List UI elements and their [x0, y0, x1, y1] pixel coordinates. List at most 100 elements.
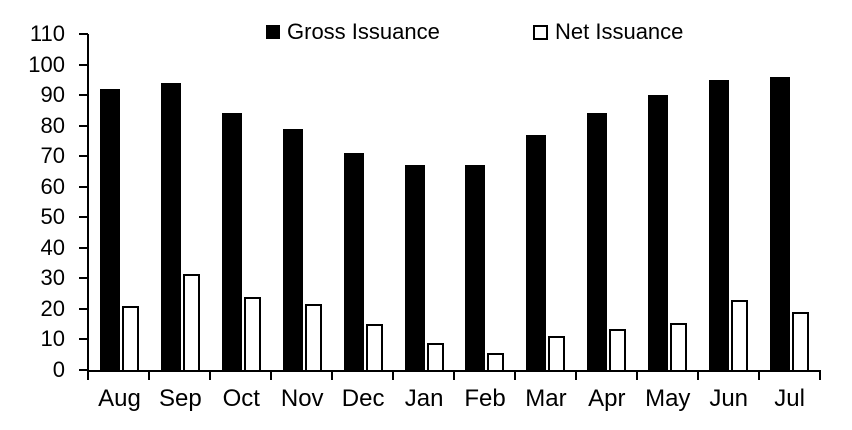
net-issuance-swatch-icon: [533, 24, 548, 40]
y-axis-line: [87, 34, 89, 372]
y-tick-label: 20: [40, 295, 65, 321]
gross-issuance-bar-may: [648, 95, 669, 370]
gross-issuance-bar-apr: [587, 113, 608, 370]
y-axis-labels: 0 10 20 30 40 50 60 70 80 90 100 110: [0, 21, 70, 382]
net-issuance-bar-apr: [609, 328, 627, 370]
x-tick-mark: [209, 372, 211, 380]
bar-group-aug: [89, 34, 150, 370]
net-issuance-bar-feb: [487, 353, 505, 370]
gross-issuance-bar-feb: [465, 165, 486, 370]
x-tick-mark: [758, 372, 760, 380]
gross-issuance-bar-mar: [526, 134, 547, 370]
y-tick-label: 30: [40, 265, 65, 291]
bar-group-mar: [515, 34, 576, 370]
y-tick-mark: [79, 338, 88, 341]
y-tick-mark: [79, 307, 88, 310]
y-tick-label: 80: [40, 112, 65, 138]
bar-group-jan: [394, 34, 455, 370]
net-issuance-bar-jan: [426, 342, 444, 370]
x-axis-label-apr: Apr: [588, 385, 626, 412]
y-tick-mark: [79, 246, 88, 249]
x-tick-mark: [636, 372, 638, 380]
x-tick-mark: [392, 372, 394, 380]
y-tick-label: 40: [40, 234, 65, 260]
y-tick-mark: [79, 369, 88, 371]
x-axis-label-may: May: [645, 385, 691, 412]
y-tick-label: 110: [29, 21, 65, 46]
y-tick-label: 50: [40, 204, 65, 230]
legend-label-net-issuance: Net Issuance: [555, 19, 684, 44]
y-tick-label: 0: [52, 357, 65, 382]
bar-group-may: [637, 34, 698, 370]
legend-label-gross-issuance: Gross Issuance: [287, 19, 440, 44]
net-issuance-bar-mar: [548, 336, 566, 370]
gross-issuance-bar-nov: [282, 128, 303, 370]
net-issuance-bar-nov: [304, 304, 322, 370]
x-tick-mark: [453, 372, 455, 380]
x-tick-mark: [575, 372, 577, 380]
bar-group-jun: [698, 34, 759, 370]
y-tick-label: 100: [28, 51, 65, 77]
gross-issuance-bar-jul: [770, 76, 791, 370]
bar-group-oct: [211, 34, 272, 370]
net-issuance-bar-jul: [792, 311, 810, 370]
x-tick-mark: [697, 372, 699, 380]
plot-area: [89, 34, 820, 370]
y-tick-label: 10: [40, 326, 65, 352]
net-issuance-bar-may: [670, 322, 688, 370]
x-axis-label-sep: Sep: [159, 385, 202, 412]
legend-item-gross-issuance: Gross Issuance: [266, 20, 440, 44]
y-tick-mark: [79, 185, 88, 188]
x-tick-mark: [270, 372, 272, 380]
gross-issuance-bar-aug: [99, 88, 120, 370]
x-axis-label-dec: Dec: [341, 385, 385, 412]
x-axis-tick-marks: [87, 372, 821, 380]
y-tick-mark: [79, 124, 88, 127]
bars-layer: [89, 34, 820, 370]
gross-issuance-bar-dec: [343, 153, 364, 370]
bar-group-nov: [272, 34, 333, 370]
y-tick-mark: [79, 216, 88, 219]
x-axis-label-jun: Jun: [709, 385, 749, 412]
legend-item-net-issuance: Net Issuance: [533, 20, 683, 44]
y-tick-label: 70: [40, 143, 65, 169]
x-axis-label-oct: Oct: [222, 385, 260, 412]
net-issuance-bar-oct: [243, 296, 261, 370]
x-tick-mark: [148, 372, 150, 380]
gross-issuance-bar-jan: [404, 165, 425, 370]
bar-group-sep: [150, 34, 211, 370]
x-axis-label-jan: Jan: [404, 385, 444, 412]
net-issuance-bar-aug: [121, 305, 139, 370]
x-axis-label-aug: Aug: [98, 385, 141, 412]
x-axis-label-nov: Nov: [280, 385, 324, 412]
y-tick-mark: [79, 277, 88, 280]
bar-group-feb: [455, 34, 516, 370]
y-tick-label: 90: [40, 82, 65, 108]
x-tick-mark: [514, 372, 516, 380]
y-tick-mark: [79, 155, 88, 158]
x-tick-mark: [87, 372, 89, 380]
gross-issuance-bar-oct: [221, 113, 242, 370]
x-axis-label-mar: Mar: [525, 385, 567, 412]
gross-issuance-bar-sep: [160, 82, 181, 370]
y-tick-label: 60: [40, 173, 65, 199]
x-axis-line: [87, 370, 821, 372]
net-issuance-bar-jun: [731, 299, 749, 370]
y-axis-tick-marks: [79, 33, 88, 371]
y-tick-mark: [79, 33, 88, 35]
bar-group-jul: [759, 34, 820, 370]
gross-issuance-bar-jun: [709, 79, 730, 370]
x-axis-label-feb: Feb: [464, 385, 506, 412]
x-axis-label-jul: Jul: [774, 385, 805, 412]
bar-group-apr: [576, 34, 637, 370]
gross-issuance-swatch-icon: [266, 25, 280, 39]
x-axis-labels: Aug Sep Oct Nov Dec Jan Feb Mar Apr May Jun Jul: [89, 386, 820, 412]
y-tick-mark: [79, 63, 88, 66]
net-issuance-bar-sep: [182, 273, 200, 370]
y-tick-mark: [79, 94, 88, 97]
bar-group-dec: [333, 34, 394, 370]
x-tick-mark: [331, 372, 333, 380]
net-issuance-bar-dec: [365, 324, 383, 370]
x-tick-mark: [819, 372, 821, 380]
